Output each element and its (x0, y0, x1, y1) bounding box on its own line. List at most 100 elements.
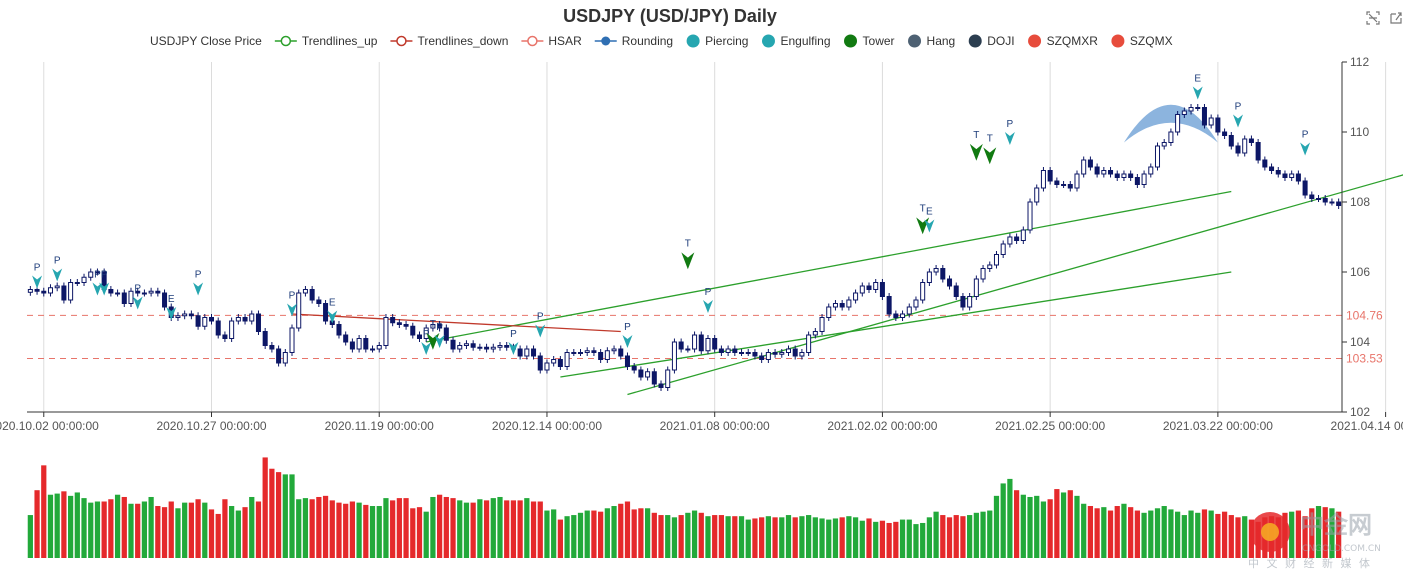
candle (873, 279, 879, 293)
marker-arrow-icon (535, 324, 546, 338)
candle-body (323, 303, 329, 322)
volume-bar (235, 510, 241, 558)
candle (81, 273, 87, 286)
legend-dot-icon (968, 34, 982, 48)
candle (1161, 139, 1167, 150)
candle-body (1248, 138, 1254, 143)
marker-arrow-icon (1300, 142, 1311, 156)
candle (611, 345, 617, 355)
volume-bar (1020, 494, 1026, 558)
volume-bar (806, 515, 812, 558)
volume-bar (926, 517, 933, 558)
candle-body (1208, 117, 1214, 126)
volume-bar (510, 500, 517, 558)
pattern-marker-p: P (1004, 119, 1015, 145)
candle (430, 321, 436, 332)
watermark-tagline: 中 文 财 经 新 媒 体 (1248, 556, 1372, 570)
volume-bar (1000, 483, 1006, 558)
volume-bar (504, 500, 510, 558)
candle (61, 282, 67, 304)
candle (356, 335, 362, 353)
candle (215, 317, 221, 339)
legend-item-rounding[interactable]: Rounding (594, 34, 673, 48)
candle (638, 366, 644, 381)
candle (27, 286, 33, 296)
candle-body (859, 285, 865, 294)
candle-body (1295, 173, 1301, 182)
legend-item-szqmx[interactable]: SZQMX (1111, 34, 1173, 48)
candle-body (390, 317, 396, 324)
pattern-marker-p: P (702, 287, 713, 313)
volume-bar (450, 498, 456, 558)
volume-bar (81, 498, 87, 558)
pattern-marker-t: T (969, 130, 983, 161)
candle (336, 321, 342, 339)
legend-item-trendlines-down[interactable]: Trendlines_down (390, 34, 508, 48)
candle-body (1067, 184, 1073, 189)
candle-body (74, 282, 80, 284)
volume-bar (135, 503, 141, 558)
candle-body (141, 292, 147, 295)
candle (832, 300, 838, 311)
legend-item-piercing[interactable]: Piercing (686, 34, 749, 48)
candle-body (940, 268, 946, 280)
candle (839, 300, 845, 311)
candle (765, 349, 771, 363)
save-image-icon[interactable] (1389, 11, 1403, 25)
volume-bar (61, 491, 67, 558)
volume-bar (148, 496, 154, 558)
watermark: 中金网 CNGOLD.COM.CN 中 文 财 经 新 媒 体 (1248, 511, 1381, 570)
candle-body (1081, 159, 1087, 175)
volume-bar (229, 506, 235, 558)
candle (631, 363, 637, 374)
volume-bar (591, 510, 597, 558)
volume-bar (114, 494, 121, 558)
candle (437, 321, 443, 332)
volume-bar (309, 499, 315, 558)
candle-body (121, 292, 127, 304)
volume-bar (1228, 515, 1234, 558)
candle-body (1134, 177, 1140, 185)
candle (718, 345, 724, 356)
candle-body (947, 278, 953, 287)
legend-item-engulfing[interactable]: Engulfing (761, 34, 831, 48)
candle-body (1289, 173, 1295, 178)
x-tick-label: 2021.02.25 00:00:00 (995, 419, 1105, 433)
volume-bar (1242, 516, 1248, 558)
restore-icon[interactable] (1366, 11, 1380, 25)
candle-body (416, 334, 422, 339)
legend-item-trendlines-up[interactable]: Trendlines_up (274, 34, 378, 48)
legend-item-usdjpy-close-price[interactable]: USDJPY Close Price (150, 34, 262, 48)
legend-item-hsar[interactable]: HSAR (521, 34, 582, 48)
volume-bar (282, 474, 288, 558)
candle (289, 324, 295, 356)
legend-item-hang[interactable]: Hang (908, 34, 955, 48)
candle (343, 331, 349, 346)
volume-bar (1047, 499, 1053, 558)
candle (1040, 167, 1046, 192)
pattern-marker-p: P (52, 256, 63, 282)
legend-item-doji[interactable]: DOJI (968, 34, 1015, 48)
trendline-down (291, 313, 621, 333)
candle-body (1255, 142, 1261, 161)
volume-bar (34, 490, 40, 558)
volume-bar (846, 516, 852, 558)
candle (182, 310, 188, 320)
candle (1336, 198, 1342, 209)
candle-body (980, 268, 986, 280)
candle (967, 293, 973, 311)
candle-body (1154, 145, 1161, 168)
candle-body (1108, 170, 1114, 175)
candle (202, 314, 208, 330)
volume-bar (799, 516, 805, 558)
candle-body (363, 338, 369, 350)
pattern-marker-p: P (92, 270, 103, 296)
legend-item-tower[interactable]: Tower (844, 34, 895, 48)
legend-item-szqmxr[interactable]: SZQMXR (1028, 34, 1098, 48)
volume-bar (779, 517, 785, 558)
candle-body (47, 287, 53, 294)
candle-body (1074, 173, 1080, 189)
candle (685, 345, 691, 353)
